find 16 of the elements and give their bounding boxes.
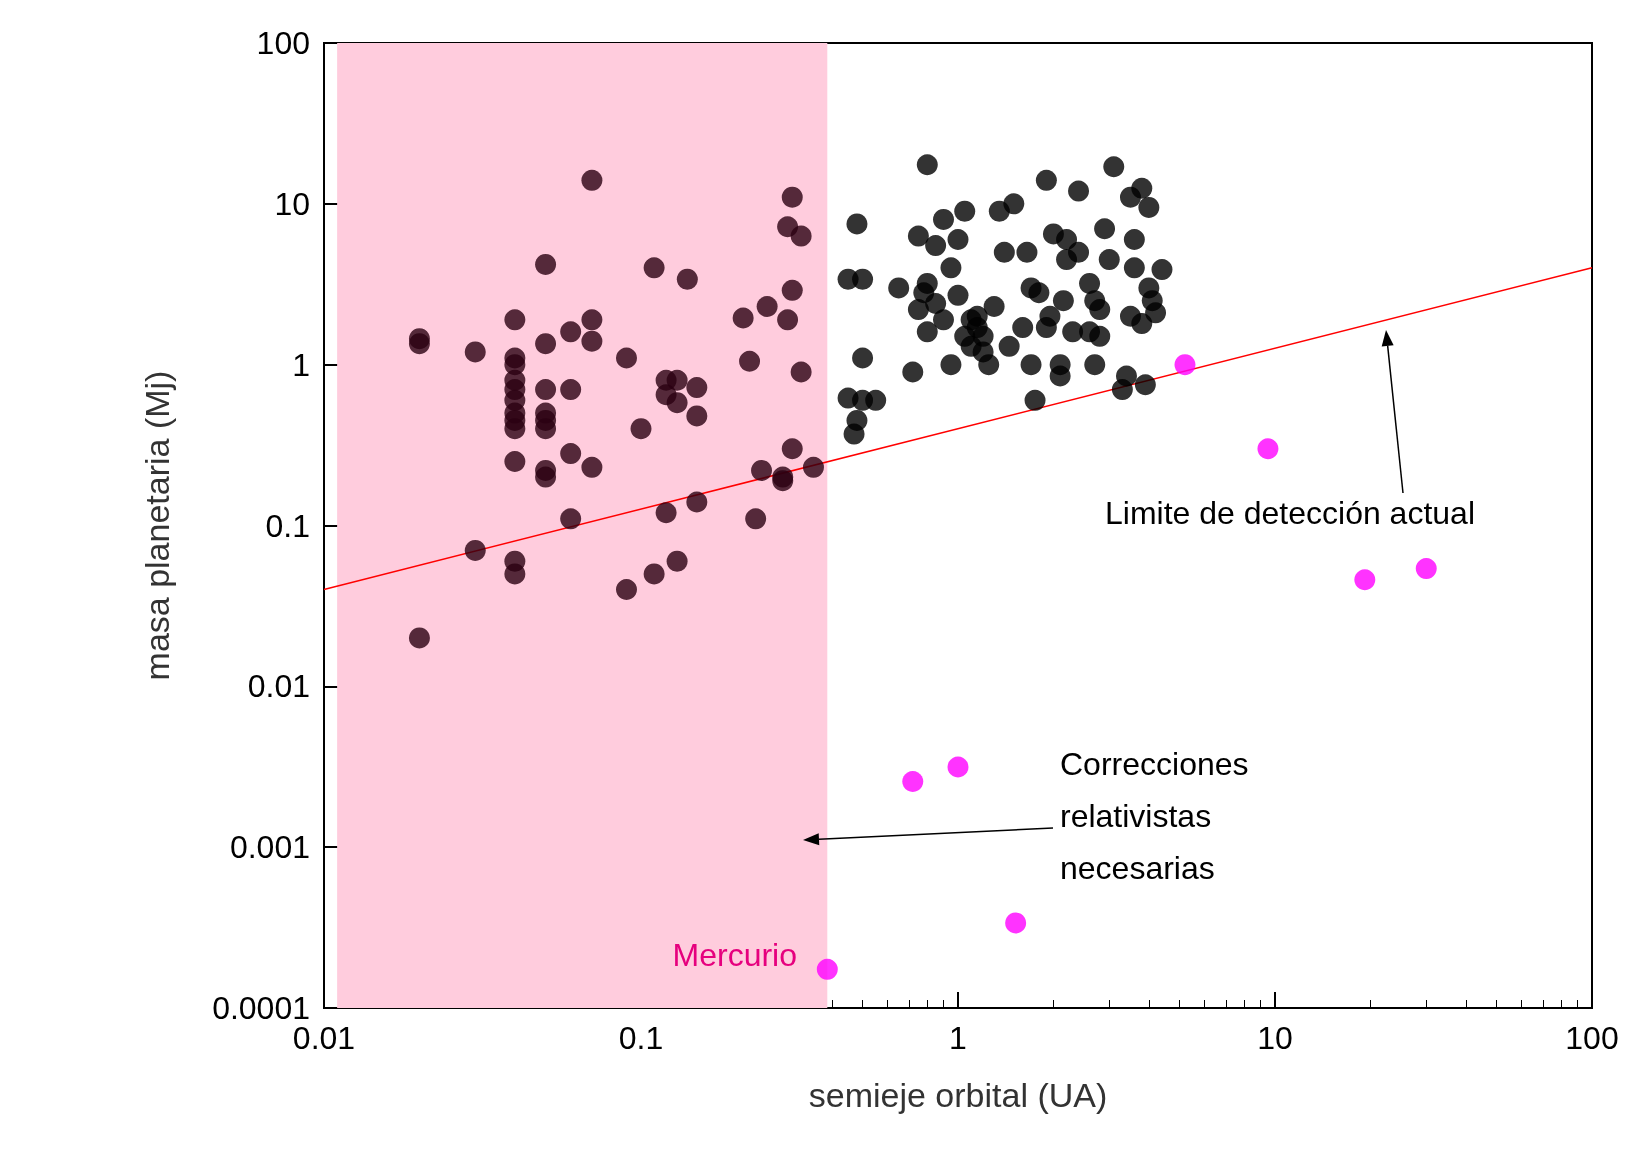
y-axis-title: masa planetaria (Mj)	[138, 370, 176, 681]
x-tick-label: 100	[1565, 1020, 1619, 1056]
y-tick-label: 0.0001	[212, 990, 310, 1026]
annotation: Limite de detección actual	[1105, 495, 1475, 531]
y-tick-label: 0.001	[229, 829, 310, 866]
y-tick-label: 100	[256, 25, 310, 61]
y-tick-label: 0.01	[247, 668, 310, 705]
y-tick-label: 1	[292, 346, 310, 383]
x-axis-title: semieje orbital (UA)	[808, 1076, 1108, 1114]
y-tick-label: 0.1	[265, 507, 310, 544]
x-tick-label: 10	[1257, 1020, 1293, 1056]
y-tick-label: 10	[274, 185, 310, 222]
annotation: Correcciones relativistas necesarias	[1060, 746, 1258, 886]
x-tick-label: 1	[949, 1020, 967, 1056]
x-tick-label: 0.1	[618, 1020, 664, 1056]
annotation: Mercurio	[672, 937, 797, 973]
